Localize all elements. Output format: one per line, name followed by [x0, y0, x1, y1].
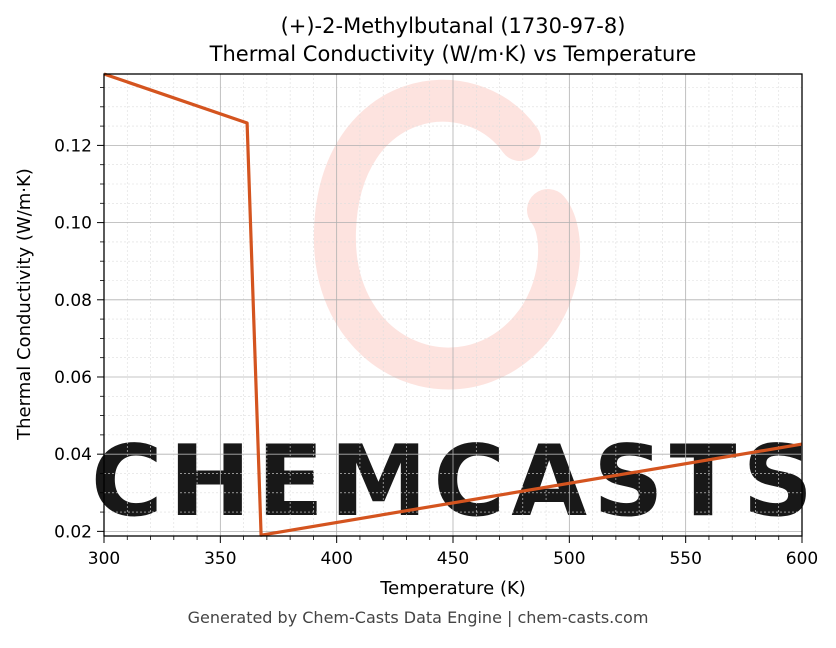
y-tick-label: 0.10 [54, 214, 92, 234]
y-axis-label: Thermal Conductivity (W/m·K) [14, 168, 35, 441]
x-tick-label: 500 [553, 549, 585, 569]
y-tick-label: 0.06 [54, 368, 92, 388]
chart-title-line2: Thermal Conductivity (W/m·K) vs Temperat… [209, 42, 697, 66]
footer-credit: Generated by Chem-Casts Data Engine | ch… [187, 608, 649, 627]
x-tick-label: 450 [437, 549, 469, 569]
y-tick-label: 0.02 [54, 522, 92, 542]
chart-title-line1: (+)-2-Methylbutanal (1730-97-8) [281, 14, 626, 38]
watermark-text: CHEMCASTS [91, 425, 819, 539]
y-axis-ticks: 0.02 0.04 0.06 0.08 0.10 0.12 [54, 87, 104, 542]
watermark: CHEMCASTS [91, 79, 819, 539]
x-tick-label: 300 [88, 549, 120, 569]
series-layer [103, 72, 803, 537]
watermark-logo-ring [313, 79, 581, 390]
y-tick-label: 0.08 [54, 291, 92, 311]
x-axis-label: Temperature (K) [379, 578, 526, 599]
series-line [103, 72, 803, 537]
y-tick-label: 0.12 [54, 136, 92, 156]
x-tick-label: 400 [320, 549, 352, 569]
x-tick-label: 600 [786, 549, 818, 569]
x-axis-ticks: 300 350 400 450 500 550 600 [88, 536, 818, 569]
x-tick-label: 550 [669, 549, 701, 569]
x-tick-label: 350 [204, 549, 236, 569]
y-tick-label: 0.04 [54, 445, 92, 465]
